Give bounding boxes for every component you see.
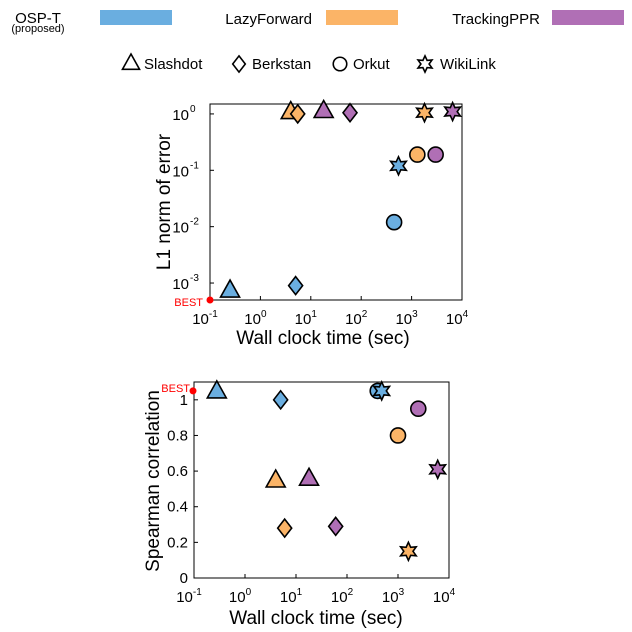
y-tick-label: 10: [172, 220, 189, 237]
point-osp-t-berkstan: [287, 275, 304, 296]
legend-dataset-berkstan: Berkstan: [252, 56, 311, 73]
x-axis-title-bottom: Wall clock time (sec): [229, 608, 402, 629]
x-tick-label: 104: [433, 587, 456, 606]
point-trackingppr-wikilink: [443, 100, 463, 123]
legend-swatch-osp-t: [100, 10, 172, 25]
y-tick-label: 10: [172, 163, 189, 180]
point-trackingppr-orkut: [427, 146, 444, 163]
point-lazyforward-slashdot: [264, 468, 287, 488]
y-tick-label: 0.2: [167, 534, 188, 551]
point-lazyforward-orkut: [409, 146, 426, 163]
best-label-bottom: BEST: [161, 383, 190, 395]
plot-frame-bottom: [193, 381, 450, 579]
x-tick-label: 103: [395, 309, 418, 328]
point-trackingppr-berkstan: [342, 102, 359, 124]
legend-methods: OSP-T (proposed) LazyForward TrackingPPR: [11, 10, 624, 35]
point-osp-t-slashdot: [205, 379, 228, 399]
point-trackingppr-wikilink: [428, 458, 448, 481]
chart-l1-error: L1 norm of error Wall clock time (sec) B…: [154, 98, 469, 349]
points-bottom: [189, 379, 448, 563]
best-point: [189, 387, 197, 395]
y-tick-exponent: -3: [190, 273, 199, 284]
y-tick-exponent: 0: [190, 104, 196, 115]
legend-swatch-trackingppr: [552, 10, 624, 25]
y-tick-label: 10: [172, 276, 189, 293]
point-lazyforward-wikilink: [398, 540, 418, 563]
y-tick-label: 0.8: [167, 427, 188, 444]
point-trackingppr-slashdot: [312, 98, 335, 119]
y-tick-exponent: -1: [190, 160, 199, 171]
x-tick-label: 100: [229, 587, 252, 606]
x-tick-label: 10-1: [192, 309, 218, 328]
legend-method-name-lazyforward: LazyForward: [225, 11, 312, 28]
x-tick-label: 102: [345, 309, 368, 328]
ticks-bottom: 10-1 100 101 102 103 104 0 0.2 0.4 0.6 0.8 1: [167, 392, 455, 606]
legend-method-sub-osp-t: (proposed): [11, 23, 64, 35]
x-tick-label: 104: [446, 309, 469, 328]
x-tick-label: 103: [382, 587, 405, 606]
legend-swatch-lazyforward: [326, 10, 398, 25]
legend-dataset-wikilink: WikiLink: [440, 56, 496, 73]
point-lazyforward-orkut: [389, 427, 407, 444]
point-lazyforward-wikilink: [415, 101, 434, 124]
point-osp-t-berkstan: [272, 389, 289, 411]
y-tick-label: 10: [172, 107, 189, 124]
point-osp-t-wikilink: [389, 154, 408, 177]
x-tick-label: 101: [295, 309, 318, 328]
x-axis-title-top: Wall clock time (sec): [236, 328, 409, 349]
legend-marker-wikilink-icon: [416, 54, 434, 74]
y-axis-title-bottom: Spearman correlation: [143, 390, 164, 572]
legend-method-name-trackingppr: TrackingPPR: [452, 11, 540, 28]
legend-marker-slashdot-icon: [121, 52, 141, 71]
point-osp-t-orkut: [385, 213, 403, 231]
point-osp-t-wikilink: [372, 379, 392, 402]
best-label-top: BEST: [174, 297, 203, 309]
y-axis-title-top: L1 norm of error: [154, 133, 175, 270]
plot-frame-top: [209, 103, 463, 301]
legend-marker-orkut-icon: [332, 56, 348, 72]
legend-method-name-osp-t: OSP-T: [15, 10, 61, 27]
point-lazyforward-berkstan: [289, 103, 306, 125]
legend-dataset-slashdot: Slashdot: [144, 56, 203, 73]
point-trackingppr-slashdot: [298, 466, 320, 487]
point-trackingppr-orkut: [409, 400, 427, 418]
point-osp-t-slashdot: [219, 278, 241, 298]
y-tick-exponent: -2: [190, 217, 199, 228]
point-lazyforward-berkstan: [276, 517, 293, 539]
x-tick-label: 102: [331, 587, 354, 606]
x-tick-label: 10-1: [176, 587, 202, 606]
point-trackingppr-berkstan: [327, 516, 344, 537]
x-tick-label: 101: [280, 587, 303, 606]
chart-spearman: Spearman correlation Wall clock time (se…: [143, 379, 456, 629]
y-tick-label: 0.4: [167, 499, 188, 516]
y-tick-label: 1: [180, 392, 188, 409]
x-tick-label: 100: [244, 309, 267, 328]
y-tick-label: 0.6: [167, 463, 188, 480]
points-top: [206, 98, 463, 304]
best-point: [206, 296, 214, 304]
legend-dataset-orkut: Orkut: [353, 56, 391, 73]
legend-datasets: Slashdot Berkstan Orkut WikiLink: [121, 52, 496, 74]
y-tick-label: 0: [180, 570, 188, 587]
legend-marker-berkstan-icon: [231, 54, 247, 74]
